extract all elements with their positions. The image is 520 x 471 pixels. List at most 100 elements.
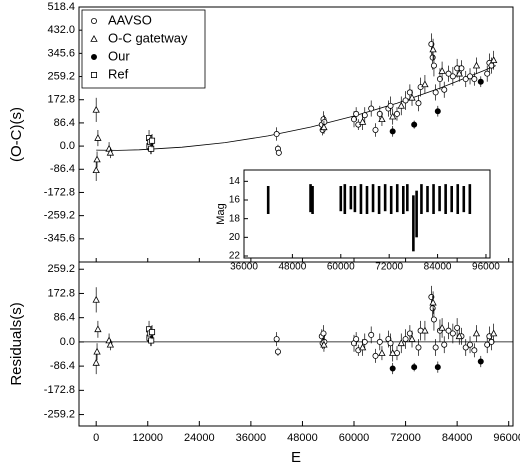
- inset-x-tick-label: 84000: [424, 262, 452, 273]
- inset-light-curve-segment: [311, 186, 314, 214]
- inset-light-curve-segment: [450, 186, 453, 213]
- top-point-aavso: [368, 105, 375, 112]
- top-point-o-c-gatetway: [320, 123, 328, 131]
- top-point-o-c-gatetway: [429, 45, 437, 53]
- top-point-our: [411, 121, 418, 128]
- residual-point-o-c-gatetway: [378, 349, 386, 356]
- top-point-aavso: [275, 149, 282, 156]
- legend-label: O-C gatetway: [108, 30, 188, 45]
- top-y-axis-label: (O-C)(s): [8, 107, 25, 162]
- top-point-o-c-gatetway: [472, 61, 481, 69]
- residual-point-o-c-gatetway: [92, 295, 100, 303]
- residual-point-our: [389, 365, 396, 372]
- residual-point-aavso: [406, 330, 413, 337]
- top-y-tick-label: 518.4: [47, 1, 75, 13]
- top-point-aavso: [429, 54, 436, 61]
- top-point-o-c-gatetway: [94, 133, 102, 141]
- residual-point-o-c-gatetway: [106, 340, 115, 348]
- residual-point-aavso: [320, 330, 327, 337]
- legend-marker: [91, 54, 98, 61]
- x-axis-label: E: [291, 449, 301, 466]
- inset-x-tick-label: 72000: [375, 262, 403, 273]
- residual-point-aavso: [429, 305, 436, 312]
- top-point-our: [434, 108, 441, 115]
- residual-point-aavso: [368, 331, 375, 338]
- top-point-o-c-gatetway: [489, 56, 498, 64]
- top-point-aavso: [273, 131, 280, 138]
- top-point-aavso: [321, 118, 328, 125]
- inset-light-curve-segment: [389, 186, 393, 214]
- x-tick-label: 48000: [287, 432, 318, 444]
- inset-frame: [243, 169, 491, 259]
- inset-light-curve-segment: [444, 184, 447, 214]
- residual-point-o-c-gatetway: [358, 343, 367, 351]
- residual-point-aavso: [432, 344, 439, 351]
- top-y-tick-label: -259.2: [44, 210, 75, 222]
- top-point-aavso: [458, 65, 465, 72]
- inset-light-curve-segment: [406, 184, 409, 212]
- inset-x-tick-label: 96000: [472, 262, 500, 273]
- legend-label: Our: [108, 48, 130, 63]
- residual-point-o-c-gatetway: [105, 336, 113, 344]
- top-point-aavso: [467, 73, 474, 80]
- legend-label: AAVSO: [108, 12, 152, 27]
- top-point-aavso: [376, 110, 383, 117]
- residual-point-our: [434, 364, 441, 371]
- top-y-tick-label: 259.2: [47, 70, 75, 82]
- top-point-aavso: [393, 110, 400, 117]
- x-tick-label: 84000: [442, 432, 473, 444]
- x-tick-label: 12000: [132, 432, 163, 444]
- residual-point-aavso: [441, 341, 448, 348]
- bottom-y-tick-label: 172.8: [47, 287, 75, 299]
- x-tick-label: 60000: [339, 432, 370, 444]
- inset-light-curve-segment: [309, 184, 312, 213]
- inset-light-curve-segment: [377, 186, 381, 214]
- inset-light-curve-segment: [359, 184, 363, 214]
- inset-x-tick-label: 36000: [230, 262, 258, 273]
- top-point-o-c-gatetway: [92, 166, 100, 174]
- top-point-aavso: [406, 89, 413, 96]
- top-point-aavso: [432, 89, 439, 96]
- top-y-tick-label: -172.8: [44, 186, 75, 198]
- residual-point-o-c-gatetway: [489, 329, 498, 337]
- inset-light-curve-segment: [266, 186, 270, 214]
- top-point-ref: [149, 137, 156, 144]
- inset-light-curve-segment: [395, 184, 399, 213]
- inset-x-tick-label: 48000: [278, 262, 306, 273]
- residual-point-o-c-gatetway: [397, 339, 405, 347]
- residual-point-aavso: [361, 338, 368, 345]
- top-point-o-c-gatetway: [93, 155, 101, 163]
- x-tick-label: 72000: [390, 432, 421, 444]
- top-point-aavso: [484, 70, 491, 77]
- residual-point-aavso: [430, 316, 437, 323]
- inset-y-tick-label: 14: [229, 176, 241, 187]
- residual-point-aavso: [462, 344, 469, 351]
- residual-point-aavso: [402, 336, 409, 343]
- inset-light-curve-segment: [365, 186, 369, 214]
- residual-point-ref: [148, 337, 155, 344]
- top-point-o-c-gatetway: [389, 112, 397, 120]
- top-point-aavso: [441, 86, 448, 93]
- top-point-o-c-gatetway: [438, 66, 446, 74]
- top-y-tick-label: 0.0: [60, 140, 75, 152]
- residual-point-aavso: [454, 324, 461, 331]
- bottom-y-tick-label: -259.2: [44, 408, 75, 420]
- top-point-o-c-gatetway: [455, 69, 463, 77]
- residual-point-aavso: [445, 327, 452, 334]
- inset-light-curve-segment: [343, 184, 347, 214]
- top-point-aavso: [351, 116, 358, 123]
- bottom-y-tick-label: -172.8: [44, 384, 75, 396]
- top-point-o-c-gatetway: [106, 148, 115, 156]
- top-point-aavso: [436, 76, 443, 83]
- residual-point-aavso: [274, 348, 281, 355]
- top-point-aavso: [353, 110, 360, 117]
- inset-light-curve-segment: [432, 184, 435, 214]
- top-point-aavso: [428, 41, 435, 48]
- inset-light-curve-segment: [462, 186, 466, 213]
- inset-light-curve-segment: [456, 184, 460, 214]
- residual-point-aavso: [488, 338, 495, 345]
- inset-x-tick-label: 60000: [327, 262, 355, 273]
- residual-point-o-c-gatetway: [438, 323, 446, 331]
- inset-light-curve-segment: [420, 184, 423, 214]
